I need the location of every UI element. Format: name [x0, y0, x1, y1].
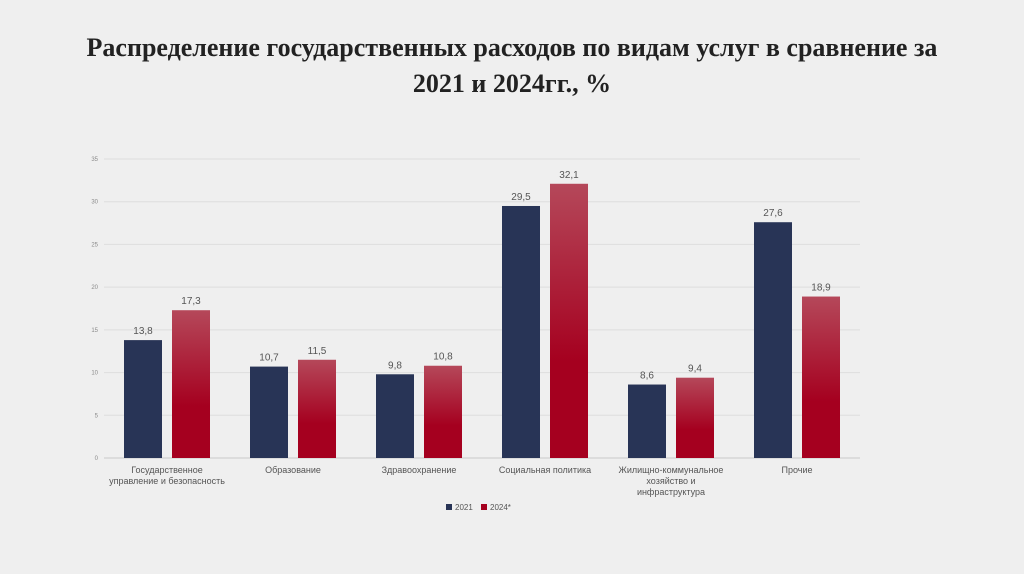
- chart-bars: 13,8 17,3 10,7 11,5 9,8 10,8 29,5 32,1 8,6 9,4 27,…: [124, 170, 840, 458]
- category-label: Социальная политика: [499, 465, 591, 475]
- title-line-2: 2021 и 2024гг., %: [412, 69, 612, 98]
- bar-2021: [628, 384, 666, 458]
- data-label: 9,8: [388, 360, 402, 371]
- data-label: 11,5: [308, 346, 327, 357]
- data-label: 17,3: [181, 296, 201, 307]
- data-label: 10,8: [433, 352, 453, 363]
- data-label: 27,6: [763, 208, 783, 219]
- bar-2021: [124, 340, 162, 458]
- category-label: Государственное: [131, 465, 203, 475]
- data-label: 32,1: [559, 170, 579, 181]
- bar-2024: [550, 183, 588, 458]
- bar-2024: [424, 365, 462, 458]
- data-label: 29,5: [511, 192, 531, 203]
- bar-2021: [754, 222, 792, 458]
- legend-swatch-2021: [446, 504, 452, 510]
- category-label: Прочие: [781, 465, 812, 475]
- data-label: 8,6: [640, 371, 654, 382]
- bar-2021: [502, 205, 540, 458]
- legend-label-2021: 2021: [455, 503, 473, 512]
- bar-2021: [250, 366, 288, 458]
- y-tick-label: 0: [95, 456, 99, 462]
- category-label: Образование: [265, 465, 321, 475]
- bar-2024: [172, 310, 210, 458]
- data-label: 9,4: [688, 364, 702, 375]
- category-label: управление и безопасность: [109, 476, 225, 486]
- category-label: Здравоохранение: [382, 465, 457, 475]
- bar-2021: [376, 374, 414, 458]
- category-label: хозяйство и: [646, 476, 695, 486]
- y-tick-label: 5: [95, 413, 99, 419]
- data-label: 18,9: [811, 283, 831, 294]
- chart-grid: [104, 158, 860, 459]
- y-tick-label: 20: [91, 285, 98, 291]
- page-title: Распределение государственных расходов п…: [0, 30, 1024, 102]
- data-label: 10,7: [259, 353, 279, 364]
- bar-2024: [676, 377, 714, 458]
- y-tick-label: 35: [91, 157, 98, 163]
- y-tick-label: 25: [91, 242, 98, 248]
- category-label: инфраструктура: [637, 487, 705, 497]
- legend-label-2024: 2024*: [490, 503, 511, 512]
- y-tick-label: 15: [91, 328, 98, 334]
- data-label: 13,8: [133, 326, 153, 337]
- y-axis: 0 5 10 15 20 25 30 35: [91, 157, 98, 462]
- chart-legend: 2021 2024*: [446, 503, 511, 512]
- bar-2024: [802, 296, 840, 458]
- legend-swatch-2024: [481, 504, 487, 510]
- y-tick-label: 30: [91, 200, 98, 206]
- y-tick-label: 10: [91, 371, 98, 377]
- bar-2024: [298, 359, 336, 458]
- title-line-1: Распределение государственных расходов п…: [86, 33, 938, 62]
- category-label: Жилищно-коммунальное: [619, 465, 724, 475]
